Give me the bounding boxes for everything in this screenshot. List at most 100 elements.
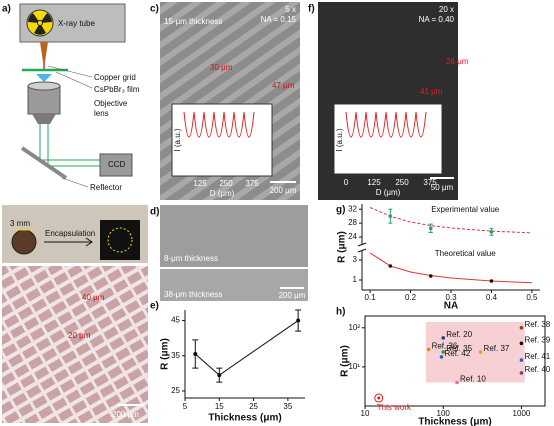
x-tick-label: 0.1	[365, 293, 377, 302]
scale-label: 20 μm	[68, 331, 91, 340]
profile	[345, 111, 427, 138]
axes	[364, 315, 546, 407]
point-label: Ref. 42	[444, 349, 470, 358]
panel-label: f)	[308, 4, 315, 15]
y-tick-label: 1	[353, 275, 358, 284]
point-label: Ref. 36	[432, 342, 458, 351]
inset-xlabel: D (μm)	[210, 189, 235, 198]
tube-label: X-ray tube	[58, 19, 95, 28]
point-label: Ref. 20	[446, 330, 472, 339]
y-tick-label: 45	[171, 316, 180, 325]
grid-label: Copper grid	[94, 73, 136, 82]
scale-label: 200 μm	[112, 410, 139, 419]
micrograph	[2, 266, 148, 423]
point	[519, 358, 524, 362]
micrograph	[160, 205, 308, 267]
axes	[184, 310, 305, 399]
point	[377, 396, 381, 400]
annotation: Experimental value	[431, 205, 500, 214]
arrow-label: Encapsulation	[45, 229, 95, 238]
point	[388, 264, 393, 268]
axis-break	[357, 242, 367, 253]
point-label: Ref. 39	[524, 335, 550, 344]
panel-label: a)	[2, 4, 11, 15]
point	[519, 371, 524, 375]
thickness: 15-μm thickness	[164, 17, 222, 26]
lens-label: lens	[94, 109, 109, 118]
point	[428, 226, 433, 231]
point	[519, 325, 524, 330]
thickness: 8-μm thickness	[164, 254, 218, 263]
y-tick-label: 25	[171, 386, 180, 395]
inset-tick: 125	[367, 178, 381, 187]
scale-label: 200 μm	[270, 186, 297, 195]
scale-label: 50 μm	[431, 183, 454, 192]
y-tick-label: 28	[348, 218, 357, 227]
reflector-label: Reflector	[90, 183, 122, 192]
x-axis-label: Thickness (μm)	[208, 413, 281, 424]
point	[455, 380, 459, 385]
point-ring	[374, 393, 384, 403]
point	[296, 318, 301, 323]
panel-label: g)	[336, 205, 345, 216]
period-label: 41 μm	[420, 87, 443, 96]
point	[478, 350, 483, 354]
scale-label: 200 μm	[279, 291, 306, 300]
point	[217, 373, 222, 378]
x-axis-label: Thickness (μm)	[418, 417, 491, 426]
x-tick-label: 0.2	[405, 293, 417, 302]
inset-tick: 375	[423, 178, 437, 187]
inset	[333, 103, 443, 175]
x-tick-label: 10	[361, 409, 370, 418]
point-label: Ref. 40	[524, 365, 550, 374]
panel-label: h)	[336, 307, 345, 318]
x-tick-label: 15	[215, 402, 224, 411]
setup-diagram	[19, 3, 133, 188]
point-label: Ref. 38	[524, 320, 550, 329]
encapsulated	[100, 220, 140, 260]
size-label: 3 mm	[10, 219, 30, 228]
x-tick-label: 0.5	[526, 293, 538, 302]
point	[388, 214, 393, 218]
period-label: 30 μm	[210, 63, 233, 72]
micrograph	[160, 269, 308, 301]
profile	[183, 111, 255, 138]
inset-xlabel: D (μm)	[376, 188, 401, 197]
x-tick-label: 35	[283, 402, 292, 411]
inset-tick: 0	[344, 178, 349, 187]
magnification: 20 x	[439, 5, 454, 14]
point	[489, 279, 494, 283]
point	[441, 350, 446, 354]
panel-label: c)	[150, 4, 159, 15]
inset-tick: 250	[395, 178, 409, 187]
point-label: Ref. 37	[484, 344, 510, 353]
annotation: Theoretical value	[435, 249, 496, 258]
y-tick-label: 35	[171, 351, 180, 360]
x-axis-label: NA	[444, 301, 458, 312]
y-axis-label: R (μm)	[160, 338, 171, 370]
y-axis-label: R (μm)	[337, 231, 348, 263]
film-label: CsPbBr₃ film	[94, 85, 140, 94]
x-tick-label: 0.3	[445, 293, 457, 302]
point	[519, 341, 524, 346]
y-tick-label: 24	[348, 232, 357, 241]
point	[426, 347, 431, 352]
arrow	[44, 237, 93, 247]
line	[194, 320, 299, 376]
sample	[11, 229, 37, 255]
period-label: 26 μm	[446, 57, 469, 66]
y-tick-label: 10¹	[348, 362, 360, 371]
x-tick-label: 25	[249, 402, 258, 411]
point-label: Ref. 10	[460, 375, 486, 384]
point	[439, 355, 444, 359]
y-axis-label: R (μm)	[340, 345, 351, 377]
aperture: NA = 0.15	[261, 15, 297, 24]
highlight	[425, 322, 525, 383]
point	[428, 274, 433, 278]
x-tick-label: 5	[183, 402, 188, 411]
scale-label: 40 μm	[82, 293, 105, 302]
inset-tick: 375	[245, 179, 259, 188]
x-tick-label: 1000	[513, 409, 531, 418]
x-tick-label: 100	[437, 409, 451, 418]
outline	[107, 227, 133, 253]
